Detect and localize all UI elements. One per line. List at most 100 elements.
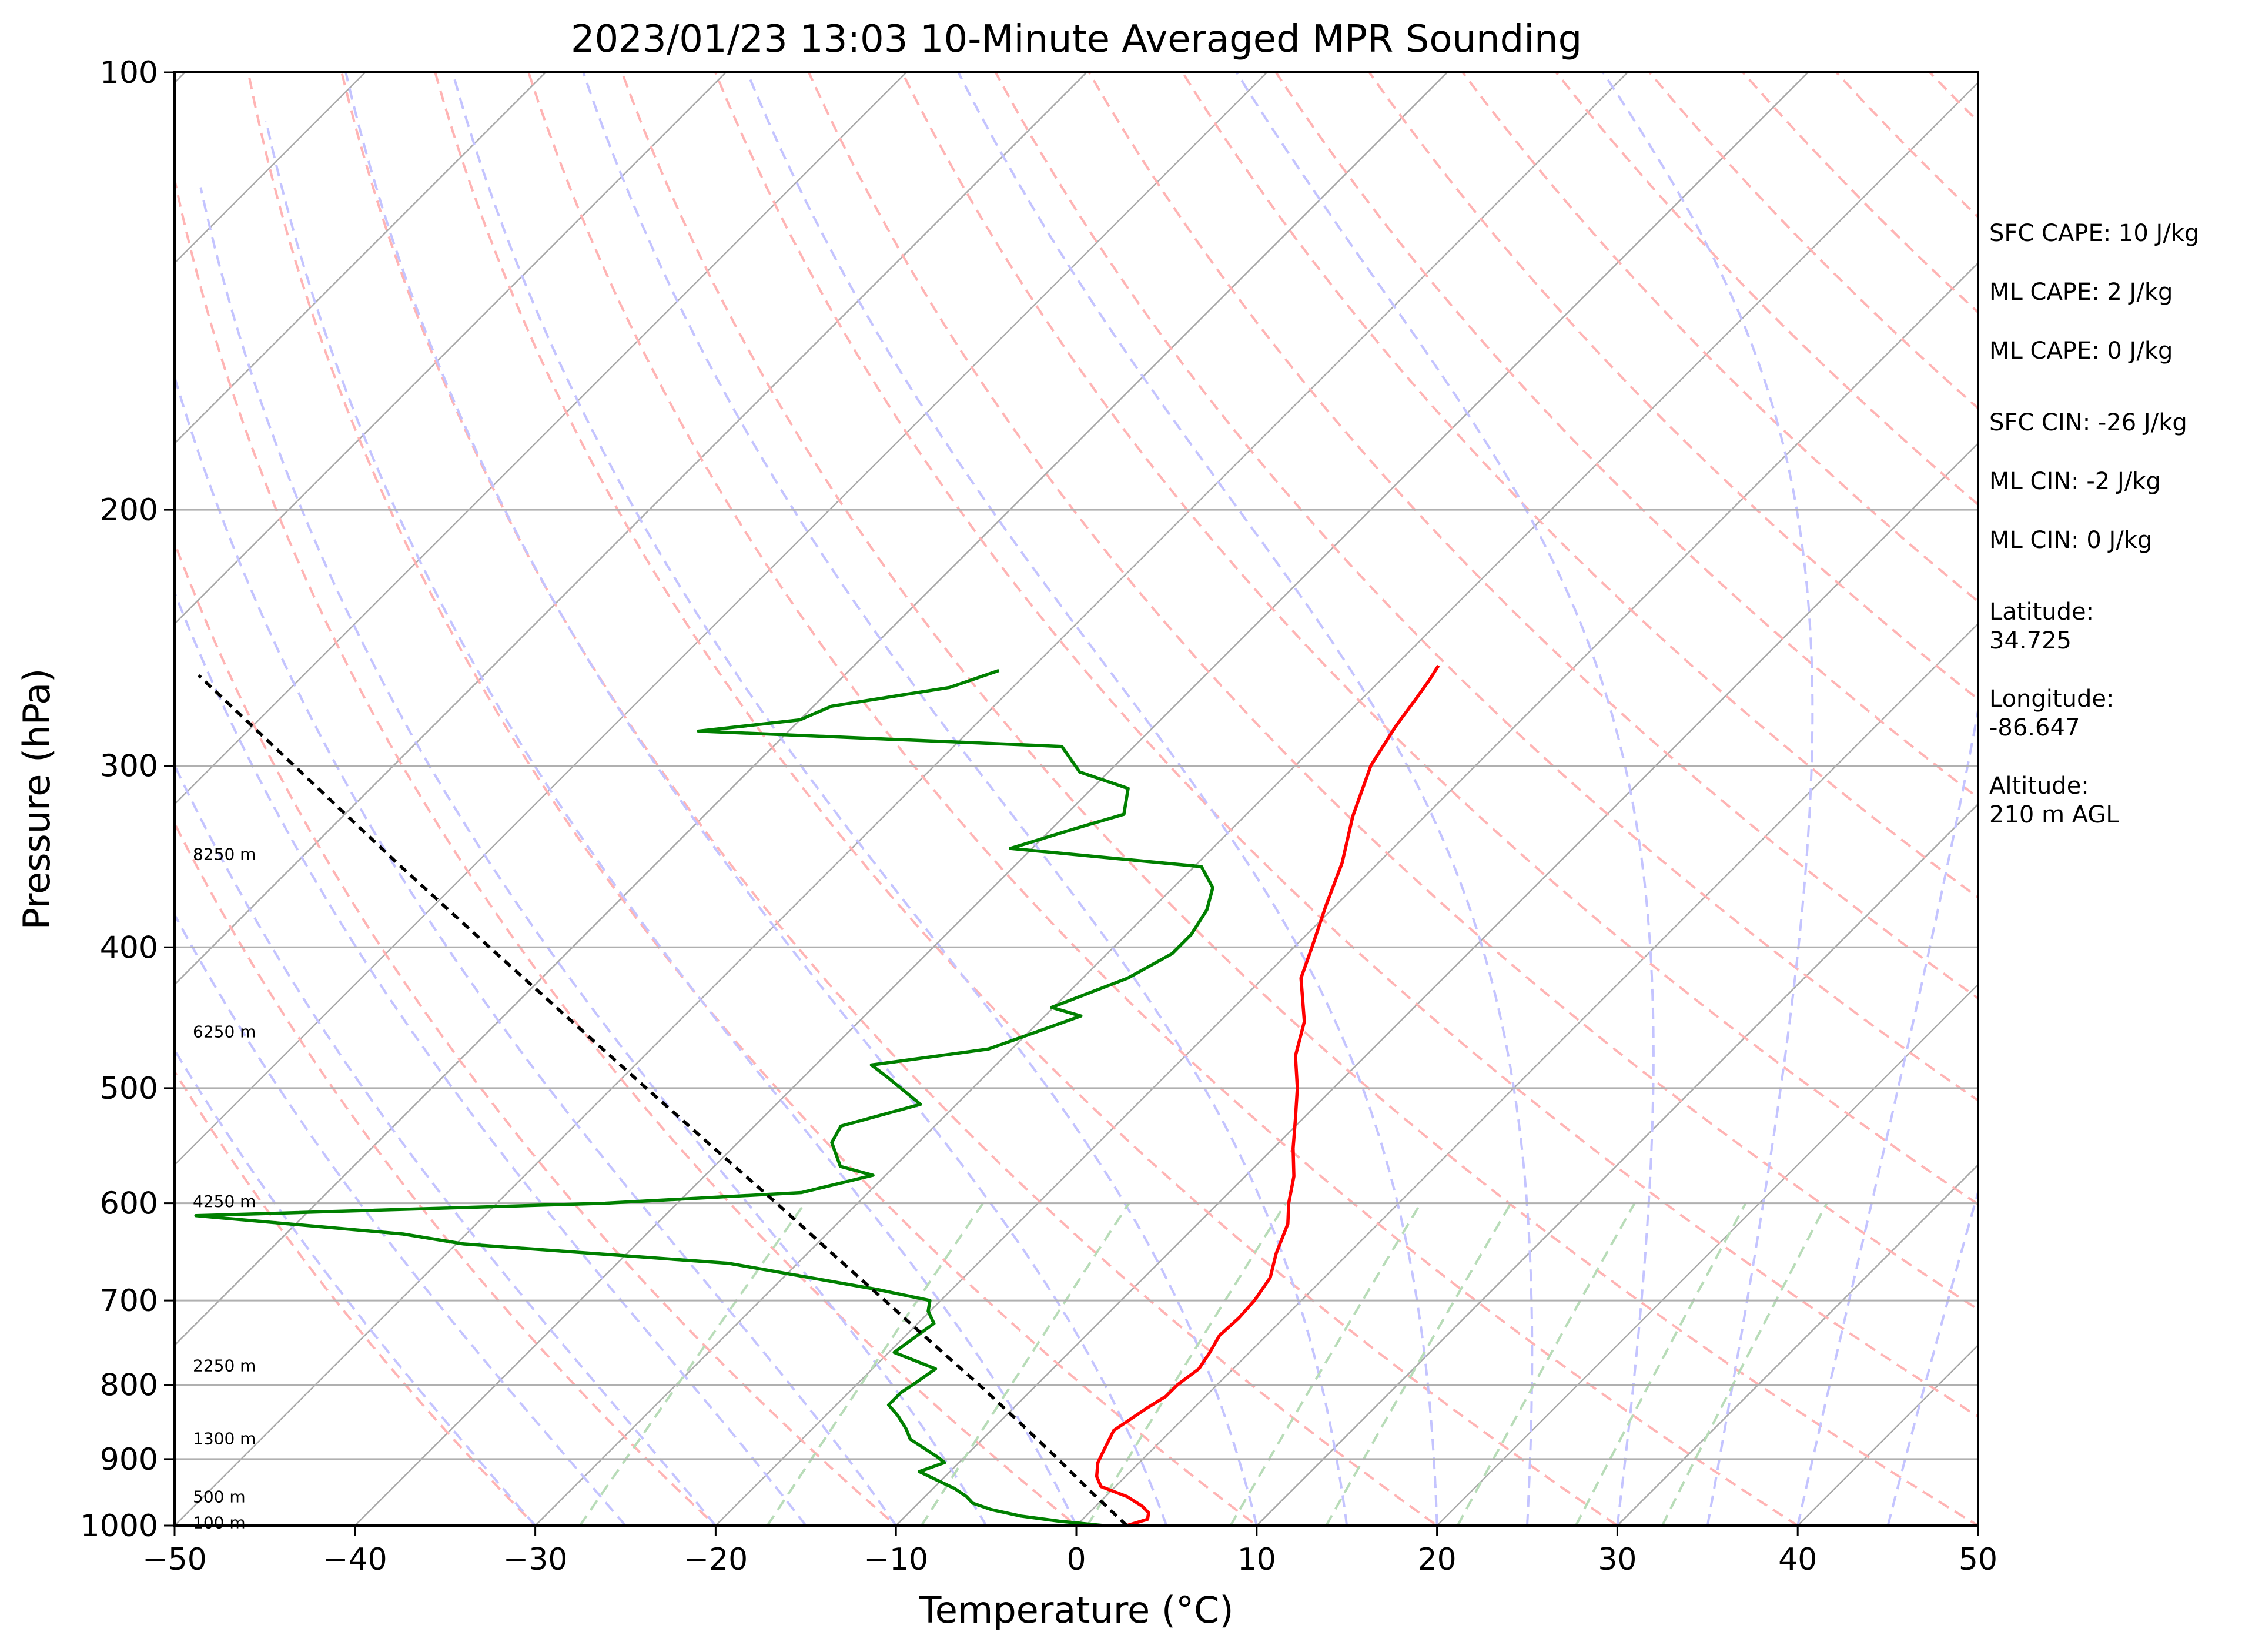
stat-line: 34.725 (1989, 627, 2072, 654)
moist-adiabat-line (1602, 72, 1814, 1526)
mixing-ratio-line (1661, 1202, 1828, 1526)
isotherm-line (175, 72, 907, 805)
dry-adiabat-line (340, 72, 1440, 1526)
height-label: 4250 m (193, 1192, 256, 1211)
dry-adiabat-line (1648, 72, 1978, 410)
dry-adiabat-line (807, 72, 1978, 1311)
sounding-stats: SFC CAPE: 10 J/kg ML CAPE: 2 J/kg ML CAPE:… (1989, 220, 2199, 828)
height-label: 2250 m (193, 1356, 256, 1376)
mixing-ratio-line (766, 1202, 984, 1526)
y-tick-label: 100 (100, 55, 158, 91)
moist-adiabat-line (265, 121, 1078, 1526)
isotherm-line (1617, 1163, 1978, 1526)
dry-adiabat-line (175, 173, 1079, 1526)
moist-adiabat-line (175, 589, 807, 1526)
stat-line: ML CIN: 0 J/kg (1989, 527, 2152, 554)
height-label: 100 m (193, 1513, 246, 1533)
x-tick-label: 50 (1959, 1542, 1997, 1577)
stat-line: ML CAPE: 0 J/kg (1989, 337, 2173, 364)
y-tick-label: 900 (100, 1442, 158, 1477)
y-tick-label: 300 (100, 748, 158, 784)
isotherm-line (1256, 803, 1978, 1526)
y-tick-label: 400 (100, 930, 158, 965)
temperature-line (1095, 664, 1440, 1526)
moist-adiabat-line (344, 72, 1168, 1526)
x-tick-label: −40 (323, 1542, 387, 1577)
dry-adiabat-line (175, 821, 718, 1526)
x-tick-label: −50 (142, 1542, 207, 1577)
x-tick-label: 30 (1598, 1542, 1637, 1577)
dry-adiabat-line (175, 1069, 537, 1526)
parcel-profile-line (198, 674, 1128, 1526)
data-series (194, 664, 1440, 1526)
stat-line: Latitude: (1989, 598, 2094, 626)
mixing-ratio-line (921, 1202, 1130, 1526)
y-tick-label: 800 (100, 1367, 158, 1403)
y-tick-label: 1000 (81, 1509, 158, 1544)
dry-adiabat-line (175, 540, 898, 1526)
x-axis-ticks: −50 −40 −30 −20 −10 0 10 20 30 40 50 (142, 1526, 1997, 1577)
x-tick-label: −20 (684, 1542, 748, 1577)
isotherm-line (715, 262, 1978, 1526)
y-tick-label: 200 (100, 493, 158, 528)
dry-adiabat-line (901, 72, 1978, 1206)
isotherm-line (175, 72, 727, 625)
moist-adiabat-line (199, 187, 988, 1526)
isotherm-line (175, 72, 547, 444)
isotherm-line (1436, 983, 1978, 1526)
x-tick-label: 0 (1066, 1542, 1086, 1577)
height-label: 1300 m (193, 1429, 256, 1449)
chart-title: 2023/01/23 13:03 10-Minute Averaged MPR … (571, 18, 1582, 61)
stat-line: 210 m AGL (1989, 801, 2119, 828)
y-tick-label: 700 (100, 1283, 158, 1319)
dry-adiabat-line (1181, 72, 1978, 899)
x-tick-label: −30 (503, 1542, 568, 1577)
height-label: 500 m (193, 1487, 246, 1507)
stat-line: ML CIN: -2 J/kg (1989, 468, 2161, 495)
dry-adiabat-line (247, 72, 1259, 1526)
moist-adiabat-line (175, 373, 897, 1526)
moist-adiabat-line (582, 72, 1348, 1526)
mixing-ratio-line (1575, 1202, 1747, 1526)
height-labels: 8250 m 6250 m 4250 m 2250 m 1300 m 500 m 100 m (193, 844, 256, 1532)
moist-adiabat-line (746, 72, 1438, 1526)
x-axis-label: Temperature (°C) (918, 1589, 1233, 1631)
isotherm-line (175, 72, 1268, 1166)
height-label: 8250 m (193, 844, 256, 864)
mixing-ratio-line (1086, 1202, 1287, 1526)
dry-adiabat-line (714, 72, 1978, 1418)
moist-adiabat-line (175, 912, 627, 1526)
plot-frame (173, 71, 1979, 1527)
x-tick-label: −10 (864, 1542, 928, 1577)
isotherm-line (1076, 623, 1978, 1526)
stat-line: Longitude: (1989, 685, 2114, 713)
isotherm-line (0, 72, 5, 1526)
x-tick-label: 20 (1418, 1542, 1457, 1577)
y-tick-label: 500 (100, 1071, 158, 1106)
dry-adiabat-line (1461, 72, 1978, 603)
moist-adiabat-line (957, 72, 1534, 1526)
height-label: 6250 m (193, 1022, 256, 1041)
x-tick-label: 40 (1778, 1542, 1817, 1577)
isotherm-line (895, 442, 1978, 1526)
isotherm-line (175, 72, 1448, 1346)
stat-line: Altitude: (1989, 773, 2089, 800)
isotherm-line (354, 72, 1809, 1526)
mixing-ratio-line (1229, 1202, 1422, 1526)
dewpoint-line (194, 668, 1214, 1526)
isotherm-line (534, 81, 1978, 1526)
dry-adiabat-line (1274, 72, 1978, 800)
stat-line: ML CAPE: 2 J/kg (1989, 279, 2173, 306)
y-axis-ticks: 100 200 300 400 500 600 700 800 900 1000 (81, 55, 175, 1544)
stat-line: -86.647 (1989, 714, 2080, 741)
dry-adiabat-line (994, 72, 1978, 1102)
mixing-ratio-line (578, 1202, 806, 1526)
background-lines (0, 72, 1978, 1526)
moist-adiabat-line (451, 72, 1258, 1526)
dry-adiabat-line (1554, 72, 1978, 506)
isotherm-line (175, 72, 1087, 986)
stat-line: SFC CIN: -26 J/kg (1989, 409, 2187, 436)
dry-adiabat-line (1367, 72, 1978, 701)
moist-adiabat-line (175, 1048, 537, 1526)
